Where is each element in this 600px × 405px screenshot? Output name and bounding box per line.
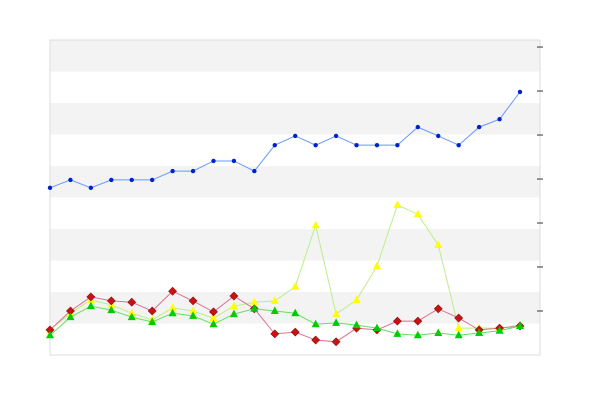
band bbox=[50, 71, 540, 103]
point bbox=[476, 124, 482, 130]
point bbox=[413, 316, 423, 326]
point bbox=[517, 89, 523, 95]
point bbox=[252, 168, 257, 174]
point bbox=[332, 318, 341, 326]
point bbox=[168, 308, 177, 317]
band bbox=[50, 40, 540, 72]
point bbox=[127, 297, 137, 307]
band bbox=[50, 292, 540, 324]
point bbox=[454, 323, 463, 332]
point bbox=[209, 319, 218, 328]
point bbox=[250, 304, 259, 312]
point bbox=[270, 296, 279, 304]
point bbox=[311, 319, 320, 328]
point bbox=[270, 329, 280, 339]
point bbox=[313, 142, 318, 148]
band bbox=[50, 166, 540, 198]
point bbox=[434, 328, 443, 337]
point bbox=[497, 116, 502, 122]
point bbox=[46, 330, 54, 339]
point bbox=[190, 168, 196, 174]
point bbox=[395, 142, 400, 148]
point bbox=[393, 200, 402, 208]
point bbox=[68, 177, 73, 183]
point bbox=[106, 296, 116, 306]
point bbox=[86, 292, 96, 302]
point bbox=[352, 295, 361, 304]
point bbox=[211, 158, 216, 164]
point bbox=[413, 330, 422, 339]
point bbox=[475, 328, 484, 337]
band bbox=[50, 134, 540, 166]
point bbox=[149, 177, 155, 183]
point bbox=[372, 261, 381, 270]
point bbox=[454, 330, 463, 339]
point bbox=[290, 327, 300, 337]
band bbox=[50, 229, 540, 261]
plot-border bbox=[49, 39, 541, 356]
point bbox=[250, 297, 259, 306]
point bbox=[170, 168, 175, 174]
point bbox=[393, 329, 402, 337]
series-line bbox=[49, 204, 521, 331]
point bbox=[332, 309, 341, 318]
point bbox=[433, 304, 443, 314]
point bbox=[372, 323, 381, 332]
point bbox=[270, 306, 279, 315]
point bbox=[86, 301, 95, 310]
series-line bbox=[49, 91, 521, 189]
point bbox=[148, 317, 157, 326]
point bbox=[331, 337, 341, 347]
point bbox=[129, 177, 134, 183]
plot-bands bbox=[50, 40, 540, 355]
point bbox=[229, 291, 239, 301]
point bbox=[291, 282, 300, 290]
point bbox=[188, 296, 198, 306]
point bbox=[333, 133, 339, 139]
point bbox=[454, 313, 464, 323]
point bbox=[231, 158, 237, 164]
point bbox=[415, 124, 421, 130]
point bbox=[374, 142, 380, 148]
point bbox=[272, 142, 277, 148]
point bbox=[495, 326, 504, 334]
point bbox=[516, 321, 524, 329]
point bbox=[413, 209, 422, 218]
point bbox=[392, 316, 402, 326]
point bbox=[127, 312, 136, 321]
point bbox=[168, 303, 177, 311]
point bbox=[168, 286, 178, 296]
point bbox=[47, 185, 53, 191]
point bbox=[293, 133, 298, 139]
point bbox=[352, 320, 361, 329]
point bbox=[434, 240, 443, 249]
point bbox=[209, 307, 218, 317]
point bbox=[88, 185, 94, 191]
band bbox=[50, 103, 540, 135]
band bbox=[50, 197, 540, 229]
point bbox=[147, 306, 157, 316]
series-line bbox=[49, 305, 521, 336]
point bbox=[189, 311, 198, 319]
point bbox=[66, 312, 75, 321]
point bbox=[229, 309, 238, 318]
point bbox=[109, 177, 114, 183]
point bbox=[436, 133, 441, 139]
point bbox=[209, 313, 218, 322]
point bbox=[189, 306, 198, 315]
point bbox=[354, 142, 359, 148]
point bbox=[311, 220, 320, 229]
point bbox=[229, 301, 238, 310]
point bbox=[456, 142, 461, 148]
point bbox=[291, 308, 300, 317]
point bbox=[107, 305, 116, 314]
point bbox=[127, 308, 136, 317]
point bbox=[311, 335, 321, 345]
